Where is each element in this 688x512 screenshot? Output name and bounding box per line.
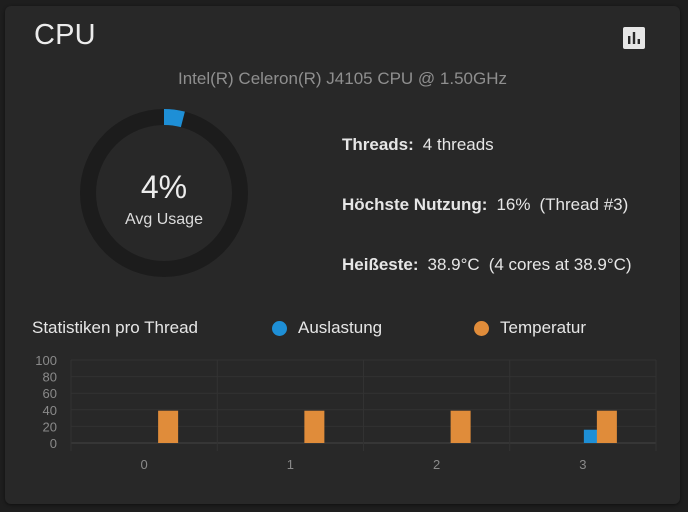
chart-toggle-button[interactable] [622,26,646,50]
x-tick-label: 2 [433,457,440,472]
stat-peak-label: Höchste Nutzung: [342,195,488,214]
bar-chart-icon [623,27,645,49]
y-tick-label: 40 [43,403,57,418]
y-tick-label: 0 [50,436,57,451]
legend-temperature-label: Temperatur [500,318,586,337]
x-tick-label: 3 [579,457,586,472]
temperature-bar [304,410,325,443]
stat-threads-value: 4 threads [422,135,494,154]
section-title: Statistiken pro Thread [32,318,198,337]
temperature-bar [450,410,471,443]
stat-threads: Threads: 4 threads [342,135,494,155]
x-tick-label: 1 [287,457,294,472]
cpu-model: Intel(R) Celeron(R) J4105 CPU @ 1.50GHz [177,69,508,88]
cpu-card: CPU Intel(R) Celeron(R) J4105 CPU @ 1.50… [5,6,680,504]
legend-temperature-dot [474,320,489,336]
gauge-arc [80,109,248,277]
gauge-value: 4% [140,169,188,205]
legend-temperature[interactable]: Temperatur [474,318,586,338]
y-tick-label: 80 [43,370,57,385]
stat-hottest-value: 38.9°C [427,255,480,274]
gauge-label: Avg Usage [125,211,203,228]
card-title: CPU [34,19,96,51]
stat-threads-label: Threads: [342,135,414,154]
temperature-bar [158,410,179,443]
stat-peak-value: 16% [496,195,531,214]
y-tick-label: 60 [43,386,57,401]
usage-gauge: 4% Avg Usage [78,107,250,279]
x-tick-label: 0 [141,457,148,472]
stat-hottest-label: Heißeste: [342,255,419,274]
stat-peak-detail: (Thread #3) [539,195,629,214]
legend-usage[interactable]: Auslastung [272,318,382,338]
stat-hottest: Heißeste: 38.9°C (4 cores at 38.9°C) [342,255,632,275]
legend-usage-label: Auslastung [298,318,383,337]
y-tick-label: 20 [43,419,57,434]
temperature-bar [596,410,617,443]
legend-usage-dot [272,320,287,336]
y-tick-label: 100 [35,354,57,368]
stat-hottest-detail: (4 cores at 38.9°C) [488,255,632,274]
stat-peak: Höchste Nutzung: 16% (Thread #3) [342,195,628,215]
